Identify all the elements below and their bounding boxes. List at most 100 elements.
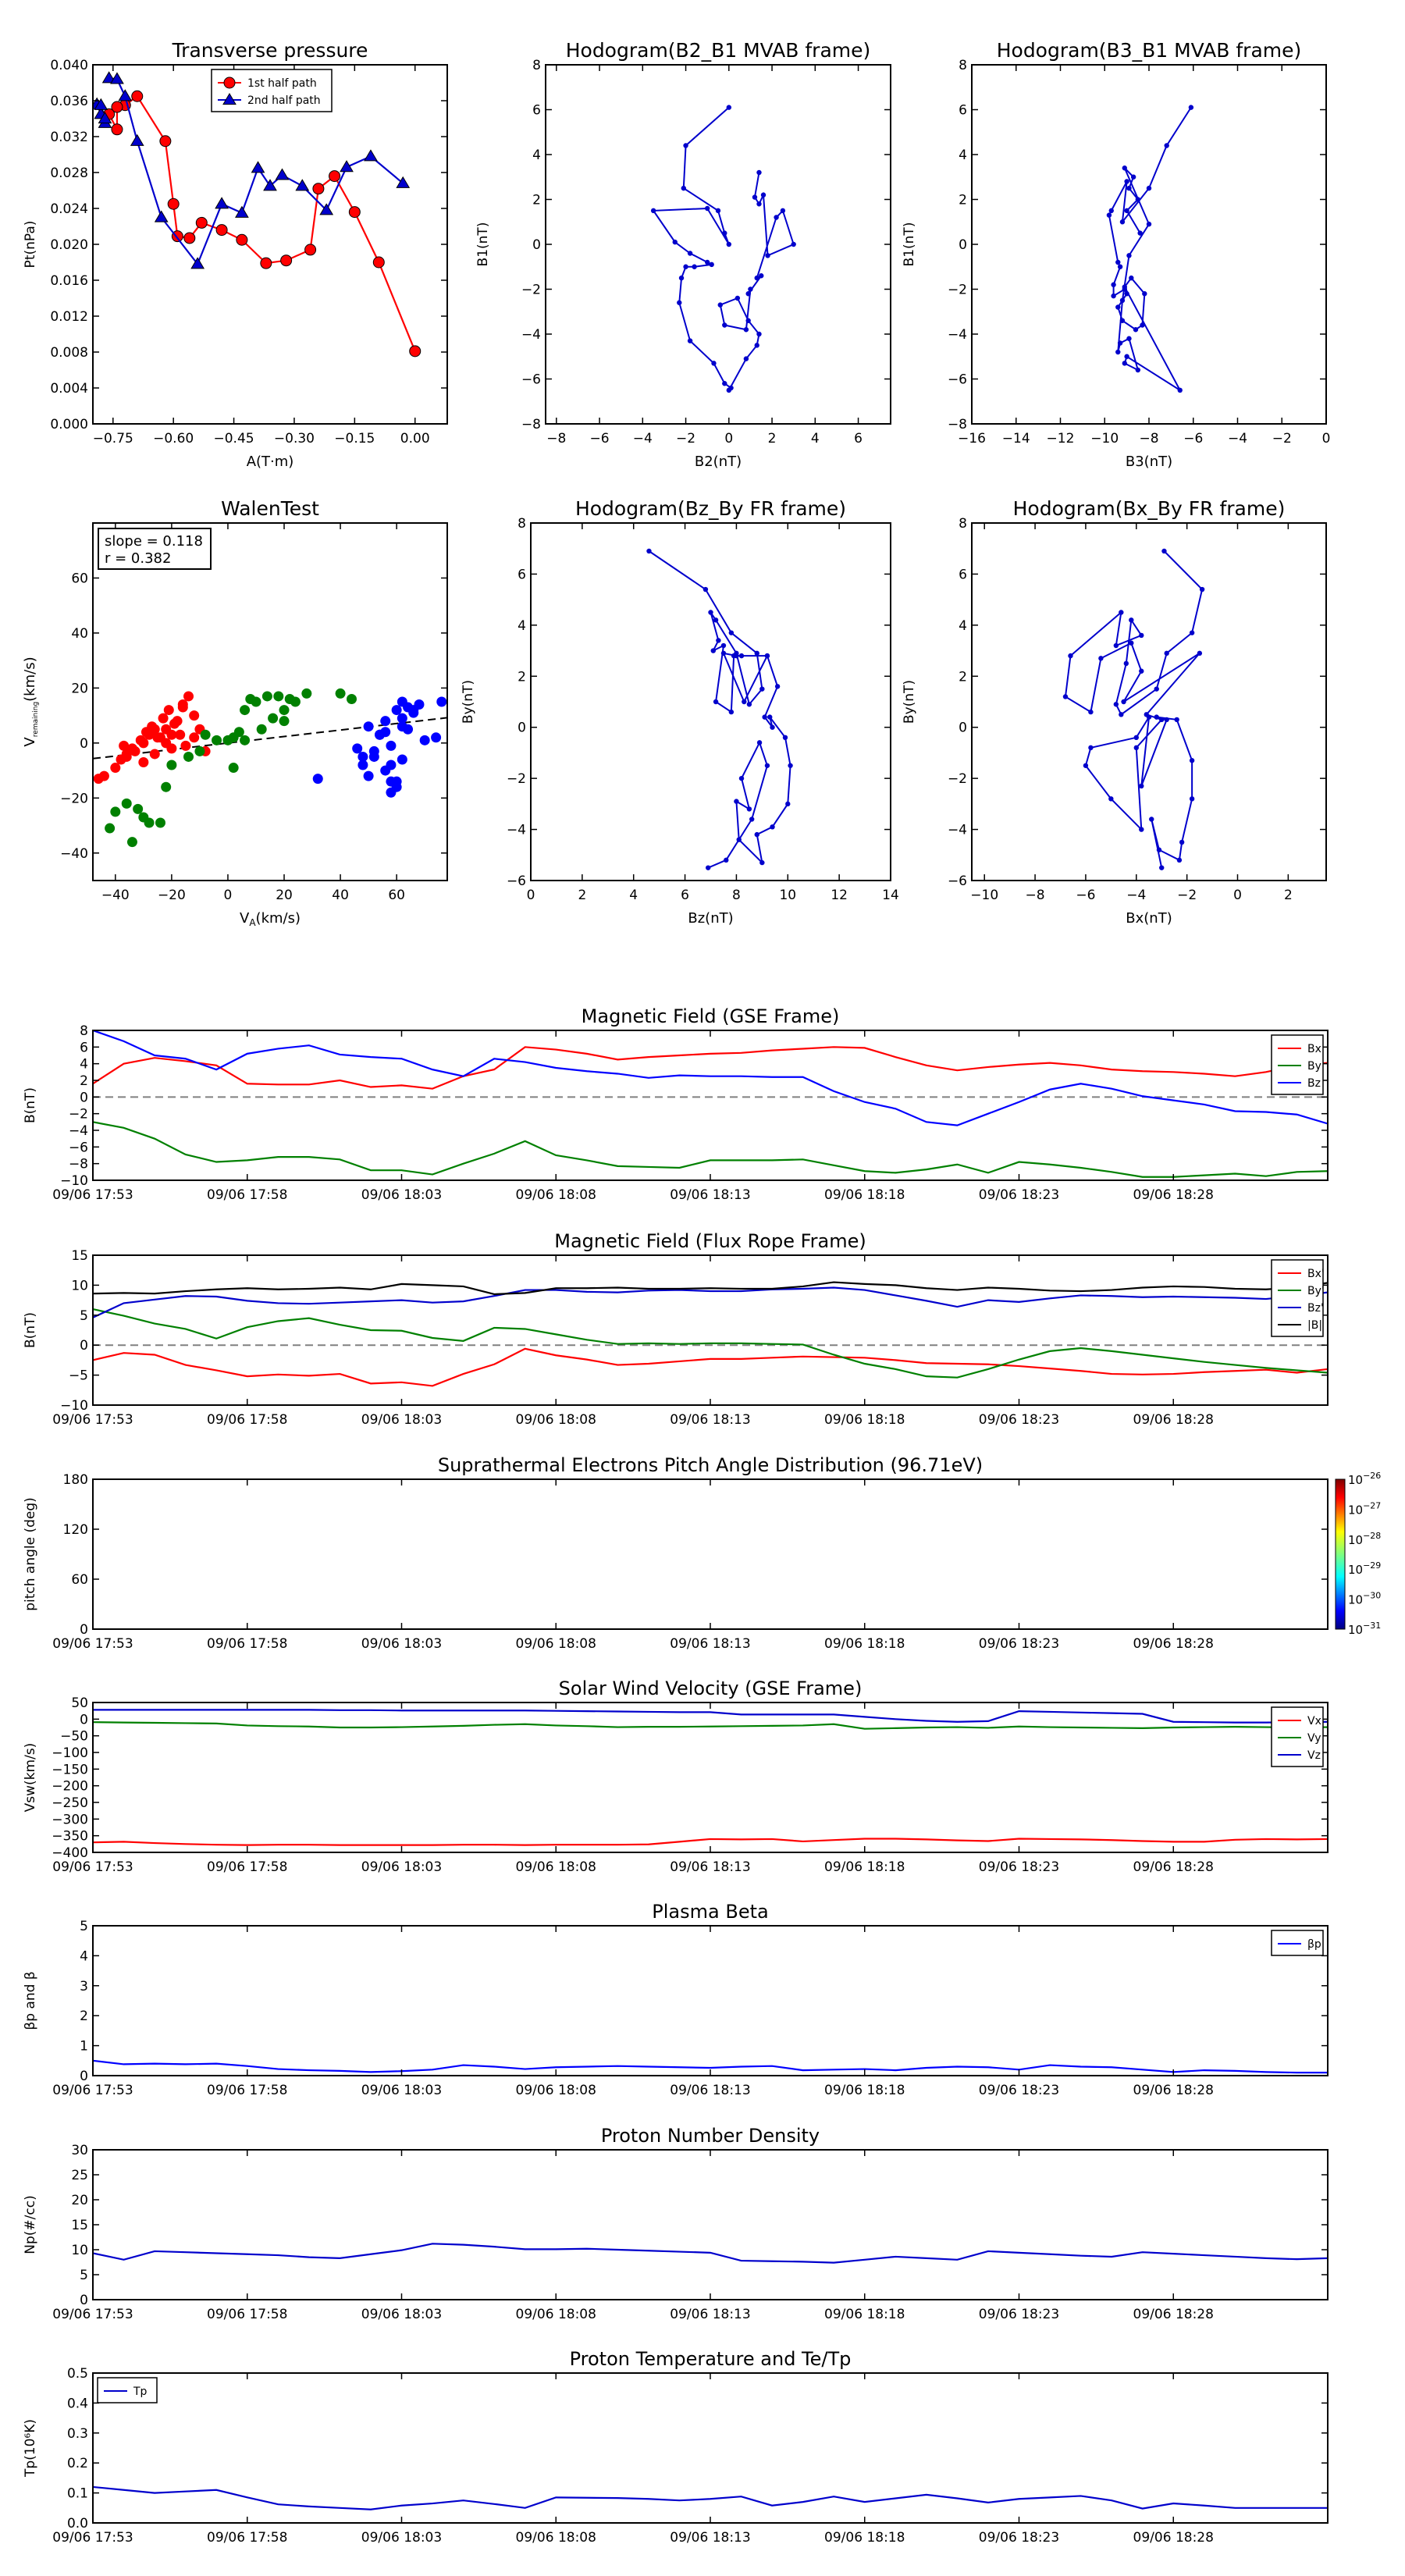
data-point xyxy=(1098,656,1104,661)
data-point xyxy=(745,291,751,297)
x-tick-label: 09/06 18:03 xyxy=(361,2307,442,2322)
y-tick-label: 8 xyxy=(959,516,967,532)
x-tick-label: 09/06 17:58 xyxy=(207,1412,287,1428)
data-point xyxy=(1088,709,1094,715)
y-tick-label: 0.028 xyxy=(50,165,88,181)
y-axis-label: B1(nT) xyxy=(475,222,491,267)
y-axis-label: B(nT) xyxy=(23,1087,38,1123)
axes-frame xyxy=(92,1925,1329,2076)
series-line-0 xyxy=(93,2243,1328,2264)
series-line-2nd half path xyxy=(108,77,404,266)
data-point xyxy=(1111,282,1116,287)
data-point xyxy=(722,230,727,236)
data-point xyxy=(762,714,767,720)
x-tick-label: −4 xyxy=(1228,431,1247,447)
y-tick-label: 2 xyxy=(959,193,967,208)
data-point xyxy=(1108,208,1114,214)
x-tick-label: −10 xyxy=(1090,431,1119,447)
data-point xyxy=(646,548,652,554)
data-point xyxy=(706,865,711,870)
axes-frame xyxy=(530,522,891,881)
y-tick-label: 0 xyxy=(80,736,88,752)
x-tick-label: 0 xyxy=(224,888,233,903)
y-tick-label: 40 xyxy=(71,626,88,642)
data-point xyxy=(1115,259,1121,265)
data-point xyxy=(1164,717,1169,723)
data-point xyxy=(726,105,732,110)
x-tick-label: 09/06 17:53 xyxy=(52,2307,133,2322)
plot-area xyxy=(93,1281,1328,1387)
x-tick-label: 09/06 18:18 xyxy=(824,2307,905,2322)
axes-frame xyxy=(92,2372,1329,2524)
x-tick-label: 09/06 18:18 xyxy=(824,1636,905,1652)
y-tick-label: 0 xyxy=(959,237,967,253)
y-tick-label: 10 xyxy=(71,1278,88,1293)
y-tick-label: 180 xyxy=(63,1472,88,1488)
colorbar-tick-label: 10−29 xyxy=(1348,1560,1381,1577)
y-tick-label: 6 xyxy=(532,103,541,119)
data-point xyxy=(1179,839,1185,845)
data-point xyxy=(1126,185,1132,191)
data-point xyxy=(1117,340,1123,346)
data-point xyxy=(414,699,425,710)
x-tick-label: 09/06 18:03 xyxy=(361,1412,442,1428)
data-point xyxy=(279,716,290,727)
data-point xyxy=(788,763,793,768)
y-tick-label: −100 xyxy=(52,1745,88,1761)
data-point xyxy=(1164,143,1169,148)
y-tick-label: 0.1 xyxy=(67,2486,88,2502)
data-point xyxy=(94,98,108,110)
series-line-Bz' xyxy=(93,1286,1328,1318)
y-tick-label: −2 xyxy=(507,771,526,787)
data-point xyxy=(357,751,368,762)
axes-frame xyxy=(92,64,448,425)
data-point xyxy=(166,760,177,770)
y-tick-label: 6 xyxy=(518,567,526,582)
plot-area xyxy=(93,688,447,848)
data-point xyxy=(1115,304,1121,310)
data-point xyxy=(130,745,140,756)
plot-area xyxy=(93,2243,1328,2264)
data-point xyxy=(724,857,729,863)
data-point xyxy=(1199,586,1205,592)
x-tick-label: 2 xyxy=(578,888,586,903)
y-tick-label: 8 xyxy=(532,58,541,73)
colorbar-tick-exp: −28 xyxy=(1363,1531,1381,1541)
plot-area xyxy=(1062,548,1205,870)
legend-label: By xyxy=(1307,1060,1321,1073)
data-point xyxy=(98,770,109,781)
y-tick-label: −400 xyxy=(52,1845,88,1861)
data-point xyxy=(183,232,196,244)
data-point xyxy=(715,208,721,214)
y-tick-label: 4 xyxy=(80,1057,88,1073)
x-tick-label: −10 xyxy=(970,888,998,903)
data-point xyxy=(1119,318,1126,323)
data-point xyxy=(149,749,160,760)
data-point xyxy=(111,101,123,113)
chart-title: Magnetic Field (Flux Rope Frame) xyxy=(554,1230,866,1252)
x-tick-label: −4 xyxy=(633,431,653,447)
data-point xyxy=(746,702,752,707)
data-point xyxy=(1146,714,1152,720)
data-point xyxy=(163,705,174,716)
annotation-text: slope = 0.118 xyxy=(105,533,203,550)
data-point xyxy=(335,688,346,699)
chart-title: Hodogram(B3_B1 MVAB frame) xyxy=(997,39,1302,62)
data-point xyxy=(1124,208,1129,214)
data-point xyxy=(754,275,759,281)
chart-hodogram-bx-by: Hodogram(Bx_By FR frame) −6 −4 −2 0 2 4 6 8 −10 −8… xyxy=(902,497,1327,927)
data-point xyxy=(280,254,293,267)
series-line-1st half path xyxy=(108,94,416,352)
x-tick-label: 2 xyxy=(768,431,777,447)
data-point xyxy=(1083,763,1089,768)
y-tick-label: −6 xyxy=(948,873,967,889)
x-tick-label: 0 xyxy=(1233,888,1242,903)
data-point xyxy=(722,381,727,386)
chart-proton-density: Proton Number Density 0 5 10 15 20 25 30 09/06 1… xyxy=(23,2125,1329,2322)
colorbar-tick-exp: −29 xyxy=(1363,1560,1381,1571)
y-tick-label: −6 xyxy=(521,372,541,388)
data-point xyxy=(716,638,721,643)
data-point xyxy=(364,149,378,162)
data-point xyxy=(397,754,407,765)
y-axis-label: By(nT) xyxy=(461,680,476,724)
